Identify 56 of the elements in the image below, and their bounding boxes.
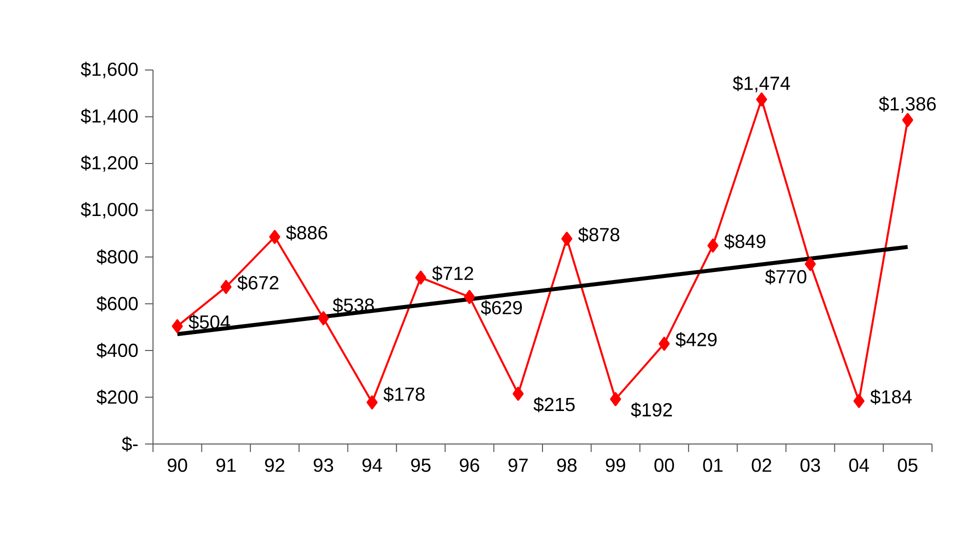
y-tick-label: $1,400 xyxy=(80,108,138,125)
point xyxy=(902,113,914,128)
point xyxy=(658,336,670,351)
x-tick-label: 97 xyxy=(508,458,528,472)
x-tick-label: 93 xyxy=(314,458,334,472)
x-tick-label: 94 xyxy=(362,458,382,472)
data-label: $712 xyxy=(432,266,474,282)
y-tick-label: $1,200 xyxy=(80,155,138,172)
x-tick-label: 04 xyxy=(849,458,869,472)
y-tick-label: $200 xyxy=(96,390,138,405)
y-tick-label: $400 xyxy=(96,342,138,358)
point xyxy=(318,311,329,326)
point xyxy=(610,392,622,406)
data-label: $770 xyxy=(765,269,806,285)
y-tick-label: $800 xyxy=(96,249,138,265)
y-tick-label: $600 xyxy=(96,296,138,312)
data-label: $1,474 xyxy=(732,76,790,92)
x-tick-label: 91 xyxy=(216,458,236,472)
x-tick-label: 90 xyxy=(168,458,188,472)
point xyxy=(561,232,572,246)
x-tick-label: 98 xyxy=(557,458,577,472)
point xyxy=(366,395,378,410)
x-tick-label: 96 xyxy=(460,458,480,472)
point xyxy=(804,257,816,272)
point xyxy=(512,386,524,401)
data-label: $215 xyxy=(534,396,575,412)
point xyxy=(269,230,280,244)
point xyxy=(464,290,475,304)
data-label: $1,386 xyxy=(878,96,936,113)
data-label: $886 xyxy=(286,225,328,241)
x-tick-label: 95 xyxy=(411,458,431,472)
x-tick-label: 00 xyxy=(654,458,674,472)
data-label: $178 xyxy=(384,386,425,402)
point xyxy=(756,92,768,106)
y-tick-label: $1,600 xyxy=(80,62,138,78)
point xyxy=(707,238,718,253)
data-label: $629 xyxy=(480,300,522,316)
data-label: $429 xyxy=(676,332,717,348)
data-label: $184 xyxy=(870,389,912,405)
data-label: $672 xyxy=(237,275,278,291)
point xyxy=(220,280,232,294)
data-label: $849 xyxy=(724,234,766,250)
point xyxy=(172,319,183,334)
data-label: $878 xyxy=(578,227,620,242)
point xyxy=(415,270,426,285)
x-tick-label: 92 xyxy=(265,458,284,472)
x-tick-label: 99 xyxy=(606,458,626,472)
data-label: $504 xyxy=(188,314,230,330)
x-tick-label: 02 xyxy=(752,458,772,472)
y-tick-label: $1,000 xyxy=(80,202,138,218)
x-tick-label: 03 xyxy=(800,458,820,472)
point xyxy=(853,394,864,408)
x-tick-label: 01 xyxy=(703,458,723,472)
y-tick-label: $- xyxy=(122,436,138,452)
data-label: $192 xyxy=(630,402,672,418)
x-tick-label: 05 xyxy=(898,458,918,472)
